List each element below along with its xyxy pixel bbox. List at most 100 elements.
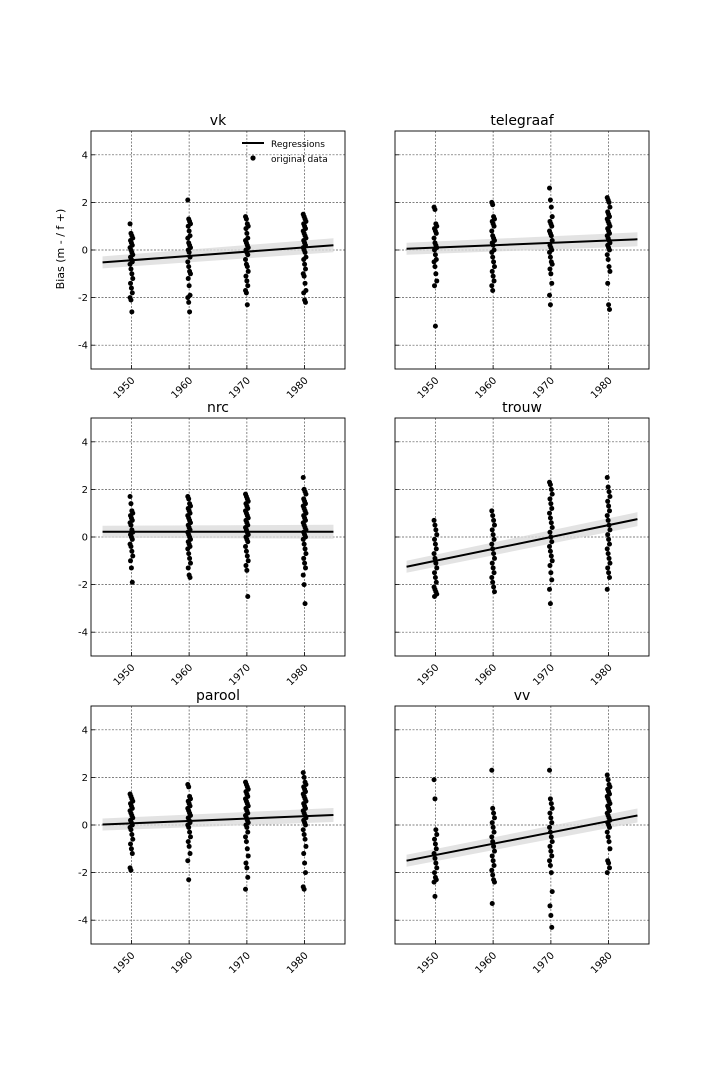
- panel-parool: 1950 1960 1970 1980 4 2 0 -2 -4 parool: [78, 688, 346, 976]
- axes-frame: [90, 130, 346, 370]
- data-point: [243, 834, 249, 840]
- data-point: [129, 290, 135, 296]
- regression-line: [406, 518, 638, 568]
- data-point: [433, 579, 439, 585]
- data-point: [185, 839, 191, 845]
- data-point: [606, 536, 612, 542]
- data-point: [489, 527, 495, 533]
- data-point: [548, 848, 554, 854]
- data-point: [434, 865, 440, 871]
- data-point: [433, 271, 439, 277]
- data-point: [547, 197, 553, 203]
- data-point: [432, 541, 438, 547]
- data-point: [434, 832, 440, 838]
- data-point: [607, 527, 613, 533]
- data-point: [129, 271, 135, 277]
- data-point: [604, 546, 610, 552]
- data-point: [606, 247, 612, 253]
- data-point: [244, 824, 250, 830]
- data-point: [244, 553, 250, 559]
- data-point: [548, 870, 554, 876]
- data-point: [432, 323, 438, 329]
- panel-vk: 1950 1960 1970 1980 4 2 0 -2 -4 vk: [78, 113, 346, 401]
- data-point: [604, 475, 610, 480]
- data-point: [489, 853, 495, 859]
- data-point: [431, 517, 437, 523]
- legend: Regressions original data: [242, 140, 328, 165]
- data-point: [547, 292, 553, 298]
- data-point: [300, 827, 306, 833]
- data-point: [303, 491, 309, 497]
- data-point: [547, 796, 553, 802]
- data-point: [489, 228, 495, 234]
- data-point: [549, 924, 555, 930]
- data-point: [548, 570, 554, 576]
- x-tick-label: 1950: [416, 950, 442, 976]
- data-point: [548, 233, 554, 239]
- data-point: [243, 860, 249, 866]
- y-tick-label: 0: [82, 533, 88, 544]
- data-point: [604, 829, 610, 835]
- data-point: [549, 853, 555, 859]
- data-point: [128, 266, 134, 272]
- data-point: [130, 553, 136, 559]
- data-point: [604, 586, 610, 592]
- data-point: [489, 560, 495, 566]
- data-point: [185, 546, 191, 552]
- data-point: [490, 513, 496, 519]
- data-point: [490, 579, 496, 585]
- data-point: [549, 820, 555, 826]
- data-point: [432, 594, 438, 599]
- data-point: [302, 870, 308, 876]
- data-point: [245, 874, 251, 880]
- data-point: [186, 496, 192, 502]
- data-point: [548, 834, 554, 840]
- data-point: [432, 247, 438, 253]
- data-point: [244, 278, 250, 284]
- data-point: [432, 796, 438, 802]
- data-point: [491, 522, 497, 528]
- data-point: [245, 594, 251, 599]
- data-point: [547, 858, 553, 864]
- data-point: [303, 551, 309, 557]
- data-point: [605, 532, 611, 538]
- data-point: [432, 283, 438, 289]
- data-point: [431, 551, 437, 557]
- data-point: [547, 586, 553, 592]
- data-point: [491, 264, 497, 270]
- x-tick-label: 1950: [112, 662, 138, 688]
- data-point: [490, 858, 496, 864]
- data-point: [605, 517, 611, 523]
- data-point: [491, 223, 497, 229]
- data-point: [491, 555, 497, 561]
- data-point: [245, 268, 251, 274]
- x-tick-label: 1980: [589, 950, 615, 976]
- data-point: [605, 565, 611, 571]
- panel-nrc: 1950 1960 1970 1980 4 2 0 -2 -4 nrc: [78, 400, 346, 688]
- data-point: [432, 855, 438, 861]
- data-point: [245, 558, 251, 564]
- data-point: [491, 810, 497, 816]
- data-point: [605, 777, 611, 783]
- y-tick-label: 0: [82, 821, 88, 832]
- data-point: [489, 249, 495, 255]
- y-tick-label: -4: [78, 341, 88, 352]
- data-point: [490, 824, 496, 830]
- data-point: [491, 570, 497, 576]
- data-point: [432, 252, 438, 258]
- axes-frame: [394, 130, 650, 370]
- axes-frame: [90, 705, 346, 945]
- data-point: [549, 261, 555, 267]
- data-point: [244, 264, 250, 270]
- y-tick-label: -4: [78, 916, 88, 927]
- y-tick-label: 2: [82, 773, 88, 784]
- data-point: [186, 843, 192, 849]
- data-point: [434, 278, 440, 284]
- data-point: [243, 548, 249, 554]
- data-point: [300, 536, 306, 542]
- data-point: [547, 266, 553, 272]
- data-point: [489, 283, 495, 289]
- data-point: [549, 539, 555, 545]
- data-point: [547, 249, 553, 255]
